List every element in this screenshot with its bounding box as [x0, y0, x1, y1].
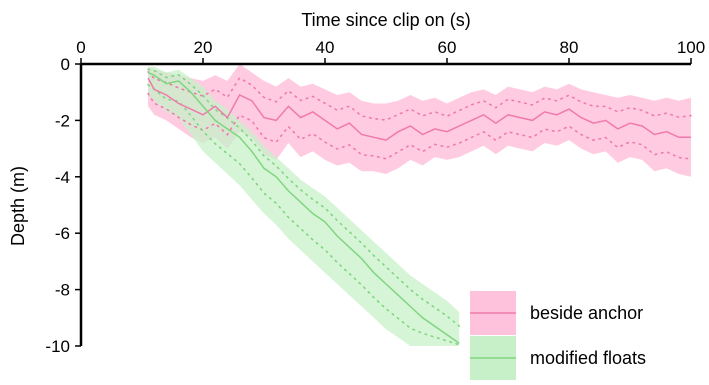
legend-label-0: beside anchor [530, 303, 643, 323]
series-line-0 [147, 77, 691, 141]
y-tick-label: -4 [55, 168, 70, 187]
x-tick-label: 40 [316, 38, 335, 57]
x-tick-label: 20 [194, 38, 213, 57]
trace-dots-0-lower [147, 92, 692, 160]
individual-trace-dots [147, 68, 692, 346]
y-tick-label: -2 [55, 111, 70, 130]
x-tick-label: 100 [677, 38, 705, 57]
trace-dots-1-upper [147, 68, 460, 327]
legend-label-1: modified floats [530, 348, 646, 368]
band-0 [148, 64, 692, 177]
confidence-bands [148, 64, 692, 347]
axes: 0 20 40 60 80 100 0 -2 -4 -6 -8 -10 [45, 38, 705, 356]
mean-lines [147, 71, 691, 344]
y-axis-label: Depth (m) [8, 166, 28, 246]
x-axis-label: Time since clip on (s) [301, 10, 470, 30]
series-line-1 [147, 71, 460, 344]
y-tick-label: -10 [45, 337, 70, 356]
y-tick-label: 0 [61, 55, 70, 74]
x-tick-label: 0 [76, 38, 85, 57]
band-1 [148, 66, 460, 347]
x-tick-label: 80 [560, 38, 579, 57]
y-tick-label: -8 [55, 281, 70, 300]
legend: beside anchor modified floats [470, 291, 646, 380]
x-tick-label: 60 [438, 38, 457, 57]
y-tick-label: -6 [55, 224, 70, 243]
